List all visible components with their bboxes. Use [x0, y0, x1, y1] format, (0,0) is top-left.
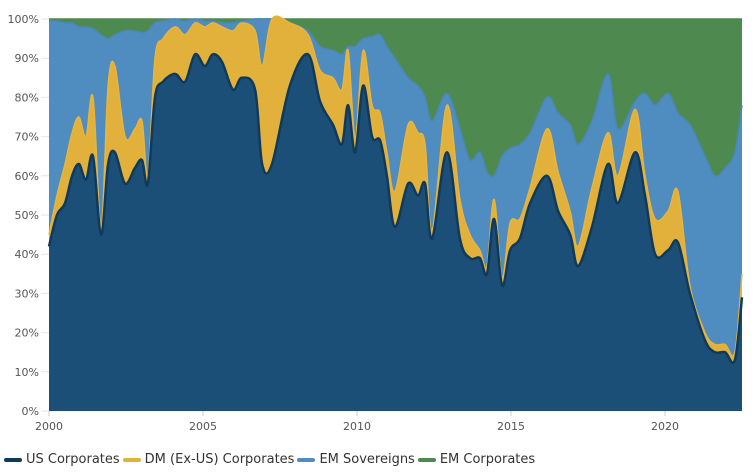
line-us-corporates	[47, 52, 744, 365]
x-axis: 2000 2005 2010 2015 2020	[35, 411, 679, 433]
legend-item-em-corporates[interactable]: EM Corporates	[417, 452, 536, 467]
line-em-sovereigns	[48, 17, 743, 178]
legend-label: US Corporates	[26, 452, 120, 467]
x-tick-label: 2015	[497, 420, 525, 433]
legend-swatch-em-sovereigns	[297, 457, 316, 462]
legend-swatch-dm-corporates	[122, 457, 141, 462]
area-layers	[47, 15, 744, 411]
y-tick-label: 10%	[15, 366, 39, 379]
legend-item-dm-corporates[interactable]: DM (Ex-US) Corporates	[122, 452, 295, 467]
legend-label: DM (Ex-US) Corporates	[144, 452, 295, 467]
legend-label: EM Corporates	[439, 452, 536, 467]
legend-item-em-sovereigns[interactable]: EM Sovereigns	[297, 452, 415, 467]
x-tick-label: 2000	[35, 420, 63, 433]
y-tick-label: 70%	[15, 131, 39, 144]
legend: US Corporates DM (Ex-US) Corporates EM S…	[4, 452, 538, 467]
x-tick-label: 2005	[189, 420, 217, 433]
y-tick-label: 20%	[15, 327, 39, 340]
stacked-area-chart: 0%10%20%30%40%50%60%70%80%90%100% 2000 20…	[8, 13, 744, 433]
y-tick-label: 50%	[15, 209, 39, 222]
legend-item-us-corporates[interactable]: US Corporates	[4, 452, 120, 467]
line-dm-ex-us-corporates	[48, 15, 743, 357]
legend-swatch-us-corporates	[4, 457, 22, 462]
legend-label: EM Sovereigns	[319, 452, 415, 467]
y-tick-label: 80%	[15, 91, 39, 104]
legend-swatch-em-corporates	[417, 457, 436, 462]
y-tick-label: 100%	[8, 13, 39, 26]
y-tick-label: 60%	[15, 170, 39, 183]
area-us-corporates[interactable]	[49, 53, 742, 411]
y-axis: 0% 10% 20% 30% 40% 50% 60% 70% 80% 90% 100%	[8, 13, 39, 418]
y-tick-label: 30%	[15, 287, 39, 300]
y-tick-label: 0%	[22, 405, 39, 418]
x-tick-label: 2010	[343, 420, 371, 433]
y-tick-label: 90%	[15, 52, 39, 65]
x-tick-label: 2020	[651, 420, 679, 433]
y-tick-label: 40%	[15, 248, 39, 261]
